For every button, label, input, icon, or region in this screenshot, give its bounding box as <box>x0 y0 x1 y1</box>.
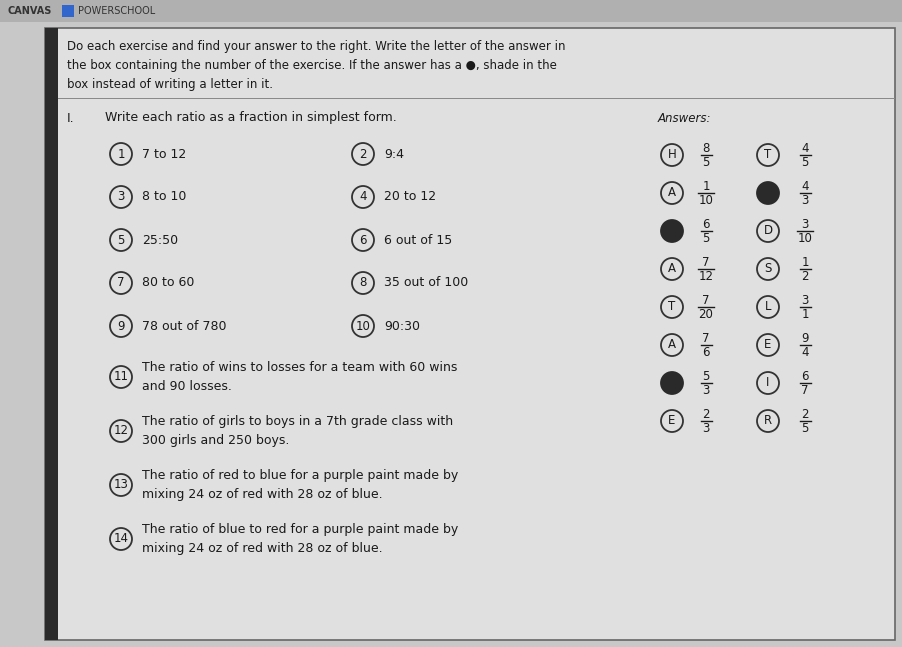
Text: I: I <box>767 377 769 389</box>
Text: 7: 7 <box>703 294 710 307</box>
Text: 9: 9 <box>117 320 124 333</box>
Text: 20: 20 <box>698 307 713 320</box>
Text: 5: 5 <box>703 155 710 168</box>
Text: 3: 3 <box>801 193 809 206</box>
Text: 12: 12 <box>114 424 128 437</box>
Text: The ratio of wins to losses for a team with 60 wins
and 90 losses.: The ratio of wins to losses for a team w… <box>142 361 457 393</box>
Text: The ratio of blue to red for a purple paint made by
mixing 24 oz of red with 28 : The ratio of blue to red for a purple pa… <box>142 523 458 555</box>
Text: 3: 3 <box>703 384 710 397</box>
Text: 3: 3 <box>117 190 124 204</box>
Text: 1: 1 <box>117 148 124 160</box>
Text: 35 out of 100: 35 out of 100 <box>384 276 468 289</box>
Text: Answers:: Answers: <box>658 111 712 124</box>
Bar <box>0 0 902 22</box>
Text: S: S <box>764 263 772 276</box>
Text: 8 to 10: 8 to 10 <box>142 190 187 204</box>
Text: 90:30: 90:30 <box>384 320 420 333</box>
Text: 3: 3 <box>801 294 809 307</box>
Text: 7: 7 <box>801 384 809 397</box>
Text: 1: 1 <box>801 307 809 320</box>
Text: 10: 10 <box>355 320 371 333</box>
Text: 2: 2 <box>801 270 809 283</box>
Text: CANVAS: CANVAS <box>8 6 52 16</box>
Text: The ratio of girls to boys in a 7th grade class with
300 girls and 250 boys.: The ratio of girls to boys in a 7th grad… <box>142 415 453 447</box>
Text: 2: 2 <box>801 408 809 421</box>
Text: 10: 10 <box>797 232 813 245</box>
Text: 3: 3 <box>703 421 710 435</box>
Text: 5: 5 <box>703 369 710 382</box>
Text: R: R <box>764 415 772 428</box>
Text: 6: 6 <box>703 217 710 230</box>
Text: I.: I. <box>67 111 75 124</box>
Text: E: E <box>668 415 676 428</box>
Text: 8: 8 <box>359 276 367 289</box>
Text: 9:4: 9:4 <box>384 148 404 160</box>
Text: Write each ratio as a fraction in simplest form.: Write each ratio as a fraction in simple… <box>105 111 397 124</box>
Bar <box>45 28 58 640</box>
Bar <box>62 5 74 17</box>
Text: 8: 8 <box>703 142 710 155</box>
Text: 5: 5 <box>801 421 809 435</box>
Text: 80 to 60: 80 to 60 <box>142 276 194 289</box>
Text: 1: 1 <box>801 256 809 269</box>
Text: Do each exercise and find your answer to the right. Write the letter of the answ: Do each exercise and find your answer to… <box>67 40 566 91</box>
Circle shape <box>661 372 683 394</box>
Text: 4: 4 <box>801 179 809 193</box>
Text: 7: 7 <box>117 276 124 289</box>
Text: 7 to 12: 7 to 12 <box>142 148 186 160</box>
Text: T: T <box>668 300 676 314</box>
Text: D: D <box>763 225 772 237</box>
Text: E: E <box>764 338 772 351</box>
Circle shape <box>661 220 683 242</box>
Text: A: A <box>668 263 676 276</box>
Text: 7: 7 <box>703 256 710 269</box>
Text: 2: 2 <box>359 148 367 160</box>
Text: 20 to 12: 20 to 12 <box>384 190 437 204</box>
Text: 6: 6 <box>703 345 710 358</box>
Text: 12: 12 <box>698 270 713 283</box>
Text: 5: 5 <box>117 234 124 247</box>
Text: 5: 5 <box>801 155 809 168</box>
Text: 5: 5 <box>703 232 710 245</box>
Text: 78 out of 780: 78 out of 780 <box>142 320 226 333</box>
Text: 13: 13 <box>114 479 128 492</box>
Circle shape <box>757 182 779 204</box>
Text: 9: 9 <box>801 331 809 344</box>
Text: 7: 7 <box>703 331 710 344</box>
Text: 6 out of 15: 6 out of 15 <box>384 234 452 247</box>
Text: 3: 3 <box>801 217 809 230</box>
Text: L: L <box>765 300 771 314</box>
Text: 4: 4 <box>801 142 809 155</box>
Text: H: H <box>667 149 676 162</box>
Text: 1: 1 <box>703 179 710 193</box>
Text: The ratio of red to blue for a purple paint made by
mixing 24 oz of red with 28 : The ratio of red to blue for a purple pa… <box>142 468 458 501</box>
Text: 11: 11 <box>114 371 128 384</box>
Text: A: A <box>668 186 676 199</box>
Text: 25:50: 25:50 <box>142 234 178 247</box>
Text: 4: 4 <box>359 190 367 204</box>
Text: POWERSCHOOL: POWERSCHOOL <box>78 6 155 16</box>
Text: 14: 14 <box>114 532 128 545</box>
Text: 6: 6 <box>801 369 809 382</box>
Text: A: A <box>668 338 676 351</box>
Text: 2: 2 <box>703 408 710 421</box>
Text: 4: 4 <box>801 345 809 358</box>
Text: 6: 6 <box>359 234 367 247</box>
Text: 10: 10 <box>698 193 713 206</box>
Text: T: T <box>764 149 771 162</box>
